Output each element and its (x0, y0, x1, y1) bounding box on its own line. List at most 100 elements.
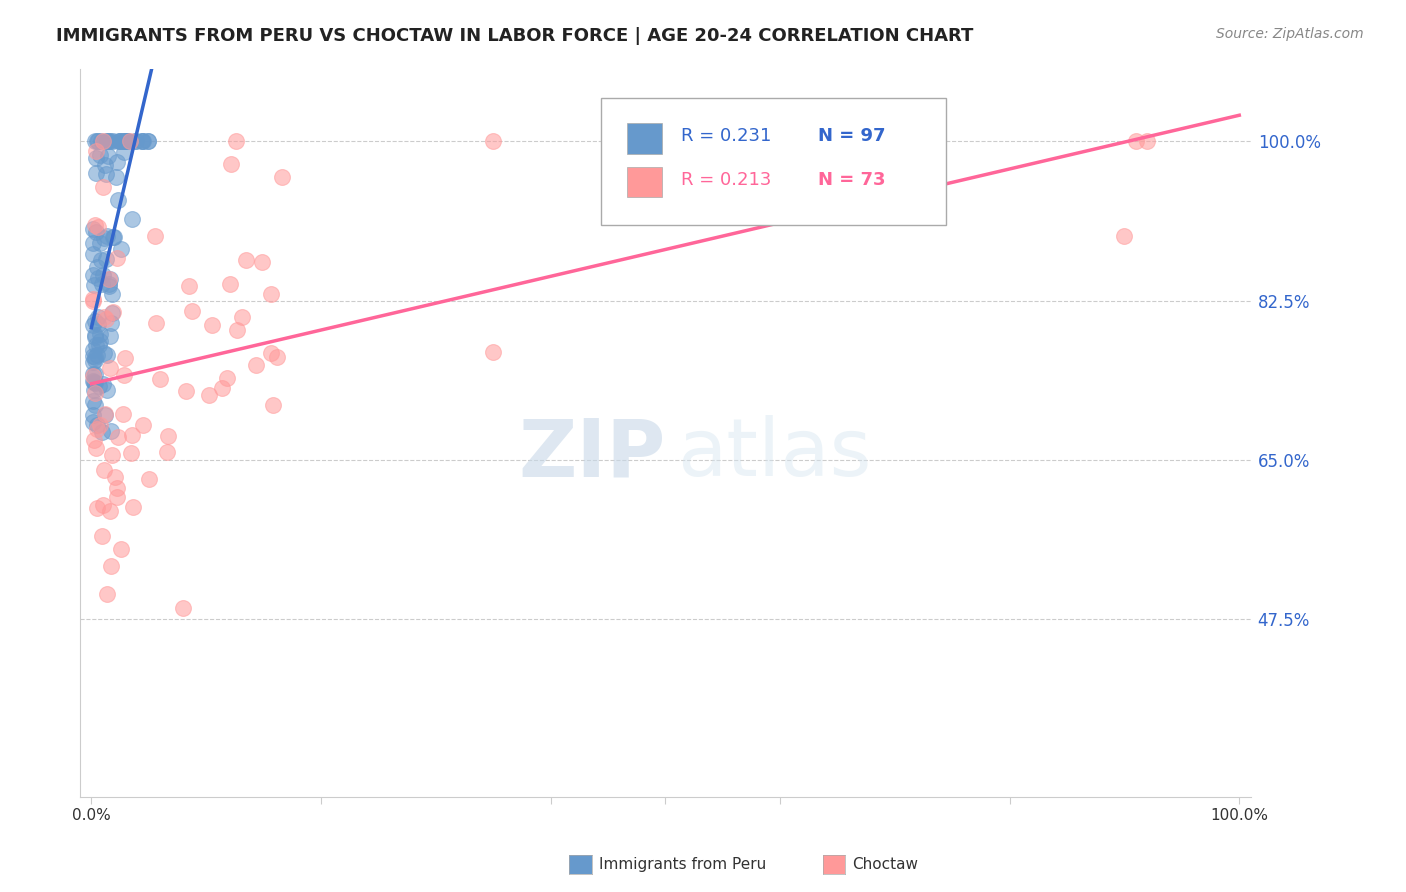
Point (105, 154, 128, 169)
Point (98, 272, 121, 286)
Point (149, 372, 172, 386)
Point (87, 134, 110, 148)
Point (143, 228, 166, 243)
Point (83, 385, 105, 400)
Point (110, 134, 132, 148)
Point (84, 330, 107, 344)
Point (91, 179, 114, 194)
Point (93, 158, 115, 172)
Point (1125, 134, 1147, 148)
Point (82, 374, 104, 388)
Point (83, 327, 105, 342)
Point (86, 347, 108, 361)
Point (91, 425, 114, 440)
Point (96, 228, 118, 243)
Point (87, 317, 110, 331)
Point (83, 376, 105, 391)
Point (117, 134, 139, 148)
Point (82, 247, 104, 261)
Point (145, 316, 167, 330)
FancyBboxPatch shape (600, 97, 946, 225)
Point (82, 318, 104, 332)
Point (225, 134, 247, 148)
Point (94, 409, 117, 423)
Point (86, 418, 108, 433)
Point (91, 498, 114, 512)
Point (87, 310, 110, 325)
Point (97, 149, 120, 163)
Point (101, 134, 124, 148)
Point (260, 287, 283, 301)
Point (84, 441, 107, 455)
Point (100, 316, 122, 330)
Point (96, 134, 118, 148)
Point (98, 134, 121, 148)
Point (82, 368, 104, 383)
Point (177, 279, 200, 293)
Text: atlas: atlas (678, 416, 872, 493)
Point (89, 327, 111, 342)
Point (115, 134, 138, 148)
Point (111, 407, 134, 421)
Point (89, 417, 111, 432)
Point (110, 242, 132, 256)
Point (105, 169, 128, 184)
Point (86, 134, 108, 148)
Point (93, 310, 115, 325)
Point (96, 348, 118, 362)
Point (231, 310, 253, 324)
Point (83, 277, 105, 292)
Point (91, 529, 114, 543)
Point (100, 559, 122, 574)
Text: Source: ZipAtlas.com: Source: ZipAtlas.com (1216, 27, 1364, 41)
Point (82, 394, 104, 409)
Point (250, 255, 273, 269)
Point (82, 415, 104, 429)
Point (1114, 228, 1136, 243)
Point (174, 384, 197, 398)
Point (96, 383, 118, 397)
Text: Choctaw: Choctaw (852, 857, 918, 871)
Point (96, 252, 118, 267)
Point (121, 212, 143, 227)
Point (110, 541, 132, 556)
Point (98, 361, 121, 376)
Point (108, 134, 131, 148)
Point (82, 409, 104, 423)
Point (90, 277, 112, 291)
Point (107, 430, 129, 444)
Point (262, 398, 284, 412)
Point (115, 134, 138, 148)
Point (96, 134, 118, 148)
Point (218, 277, 240, 291)
Point (482, 134, 505, 148)
Text: IMMIGRANTS FROM PERU VS CHOCTAW IN LABOR FORCE | AGE 20-24 CORRELATION CHART: IMMIGRANTS FROM PERU VS CHOCTAW IN LABOR… (56, 27, 973, 45)
Text: N = 97: N = 97 (817, 128, 884, 145)
Point (114, 134, 136, 148)
Point (118, 134, 141, 148)
Text: N = 73: N = 73 (817, 171, 884, 189)
Point (84, 367, 107, 381)
Point (100, 306, 122, 320)
Point (94, 407, 117, 421)
Point (112, 145, 135, 160)
Point (120, 446, 142, 460)
Point (100, 425, 122, 439)
Point (82, 350, 104, 364)
Point (89, 334, 111, 348)
Point (97, 272, 120, 286)
Point (105, 251, 128, 265)
Point (86, 260, 108, 274)
Point (98, 134, 121, 148)
Point (201, 318, 224, 333)
Point (83, 383, 105, 397)
Text: Immigrants from Peru: Immigrants from Peru (599, 857, 766, 871)
Point (122, 500, 145, 514)
Point (91, 377, 114, 392)
Point (91, 134, 114, 148)
Point (84, 226, 107, 240)
Point (83, 433, 105, 447)
Point (83, 375, 105, 389)
Point (86, 144, 108, 158)
Point (83, 398, 105, 412)
